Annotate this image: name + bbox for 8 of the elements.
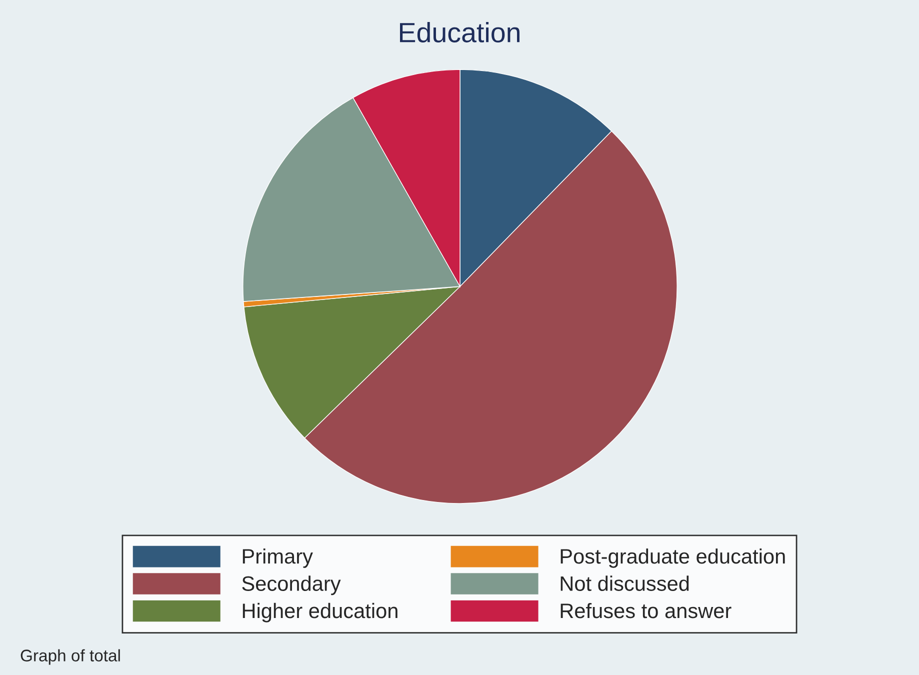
- legend-label: Primary: [242, 548, 313, 568]
- chart-title: Education: [400, 22, 520, 42]
- legend-label: Post-graduate education: [560, 548, 785, 568]
- legend-label: Higher education: [242, 602, 398, 622]
- legend-label: Not discussed: [560, 576, 689, 591]
- legend-label: Secondary: [242, 576, 341, 596]
- legend-label: Refuses to answer: [560, 602, 732, 618]
- text: Graph of total: [20, 649, 120, 665]
